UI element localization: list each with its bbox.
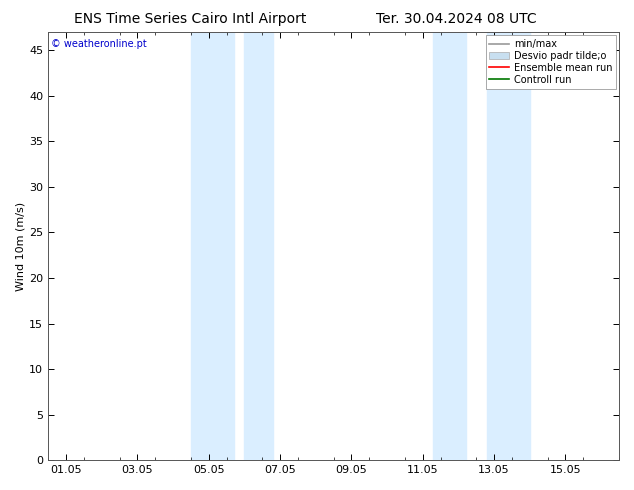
Text: © weatheronline.pt: © weatheronline.pt [51,39,146,49]
Bar [487,32,530,460]
Legend: min/max, Desvio padr tilde;o, Ensemble mean run, Controll run: min/max, Desvio padr tilde;o, Ensemble m… [486,35,616,89]
Bar [244,32,273,460]
Bar [191,32,234,460]
Bar [434,32,465,460]
Y-axis label: Wind 10m (m/s): Wind 10m (m/s) [15,201,25,291]
Text: Ter. 30.04.2024 08 UTC: Ter. 30.04.2024 08 UTC [376,12,537,26]
Text: ENS Time Series Cairo Intl Airport: ENS Time Series Cairo Intl Airport [74,12,306,26]
